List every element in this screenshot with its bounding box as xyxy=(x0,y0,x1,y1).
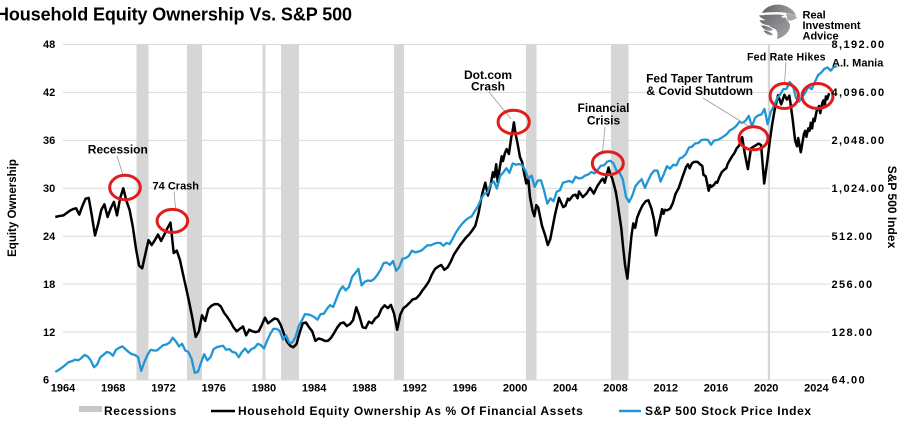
svg-text:4,096.00: 4,096.00 xyxy=(832,87,886,99)
svg-text:18: 18 xyxy=(43,279,55,291)
svg-text:S&P 500 Index: S&P 500 Index xyxy=(885,166,899,249)
svg-text:2024: 2024 xyxy=(804,382,829,394)
svg-text:48: 48 xyxy=(43,39,55,51)
svg-text:1980: 1980 xyxy=(252,382,276,394)
svg-text:2004: 2004 xyxy=(553,382,578,394)
svg-text:2000: 2000 xyxy=(503,382,527,394)
svg-text:2020: 2020 xyxy=(754,382,778,394)
svg-text:1988: 1988 xyxy=(352,382,376,394)
svg-text:512.00: 512.00 xyxy=(832,231,874,243)
svg-text:256.00: 256.00 xyxy=(832,279,874,291)
svg-text:Dot.com: Dot.com xyxy=(464,68,512,82)
svg-text:Recessions: Recessions xyxy=(104,404,177,418)
svg-text:1968: 1968 xyxy=(101,382,125,394)
svg-text:128.00: 128.00 xyxy=(832,327,874,339)
svg-text:Equity Ownership: Equity Ownership xyxy=(7,159,19,257)
svg-text:2012: 2012 xyxy=(654,382,678,394)
svg-text:Household Equity Ownership As: Household Equity Ownership As % Of Finan… xyxy=(238,404,583,418)
svg-text:Fed Rate Hikes: Fed Rate Hikes xyxy=(747,52,826,64)
svg-text:8,192.00: 8,192.00 xyxy=(832,39,886,51)
svg-text:1992: 1992 xyxy=(402,382,426,394)
svg-text:1964: 1964 xyxy=(51,382,76,394)
svg-text:S&P 500 Stock Price Index: S&P 500 Stock Price Index xyxy=(645,404,812,418)
svg-text:2016: 2016 xyxy=(704,382,728,394)
svg-text:36: 36 xyxy=(43,135,55,147)
svg-text:1,024.00: 1,024.00 xyxy=(832,183,886,195)
svg-text:1976: 1976 xyxy=(201,382,225,394)
svg-text:Financial: Financial xyxy=(577,101,629,115)
svg-text:Fed Taper Tantrum: Fed Taper Tantrum xyxy=(646,72,753,86)
svg-text:1996: 1996 xyxy=(453,382,477,394)
svg-text:12: 12 xyxy=(43,327,55,339)
svg-text:6: 6 xyxy=(43,375,49,387)
svg-text:Recession: Recession xyxy=(88,143,148,157)
svg-text:24: 24 xyxy=(43,231,56,243)
svg-text:30: 30 xyxy=(43,183,55,195)
svg-text:1972: 1972 xyxy=(151,382,175,394)
svg-text:2,048.00: 2,048.00 xyxy=(832,135,886,147)
svg-text:Investment: Investment xyxy=(803,20,861,32)
svg-text:& Covid Shutdown: & Covid Shutdown xyxy=(646,84,753,98)
svg-text:64.00: 64.00 xyxy=(832,375,867,387)
svg-text:Advice: Advice xyxy=(803,31,839,43)
svg-text:Real: Real xyxy=(803,10,826,22)
svg-text:Crash: Crash xyxy=(471,80,505,94)
svg-text:Household Equity Ownership Vs.: Household Equity Ownership Vs. S&P 500 xyxy=(0,5,352,25)
svg-text:2008: 2008 xyxy=(603,382,627,394)
svg-text:42: 42 xyxy=(43,87,55,99)
svg-text:Crisis: Crisis xyxy=(587,114,621,128)
svg-text:74 Crash: 74 Crash xyxy=(153,181,200,193)
svg-text:A.I. Mania: A.I. Mania xyxy=(832,58,884,70)
svg-text:1984: 1984 xyxy=(302,382,327,394)
